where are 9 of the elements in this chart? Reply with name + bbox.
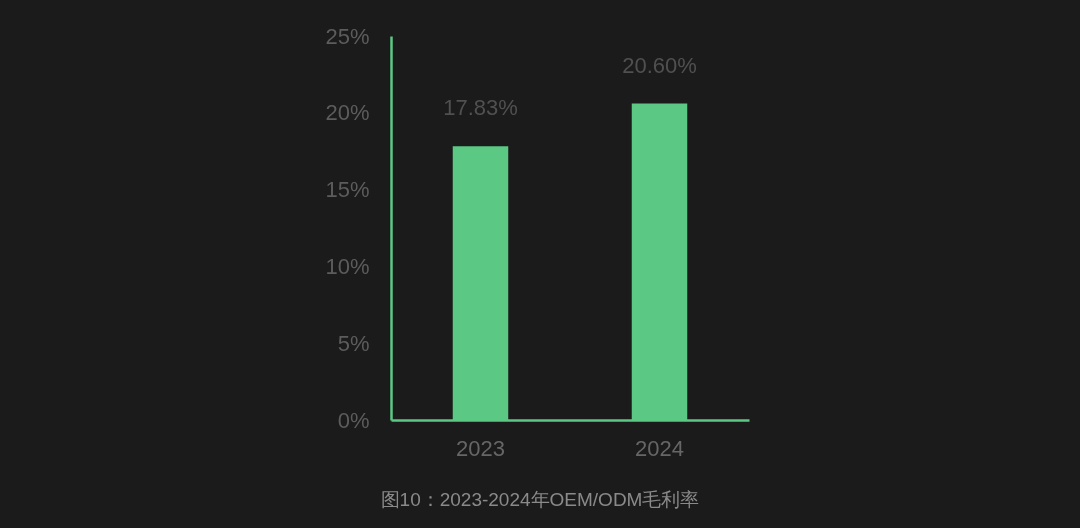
x-tick-label: 2024	[635, 435, 684, 461]
y-tick-label: 25%	[325, 23, 370, 49]
x-tick-label: 2023	[456, 435, 505, 461]
y-tick-label: 0%	[337, 407, 370, 433]
y-tick-label: 5%	[337, 330, 370, 356]
caption: 图10：2023-2024年OEM/ODM毛利率	[380, 489, 700, 510]
y-tick-label: 15%	[325, 177, 370, 203]
y-tick-label: 10%	[325, 253, 370, 279]
y-tick-label: 20%	[325, 100, 370, 126]
